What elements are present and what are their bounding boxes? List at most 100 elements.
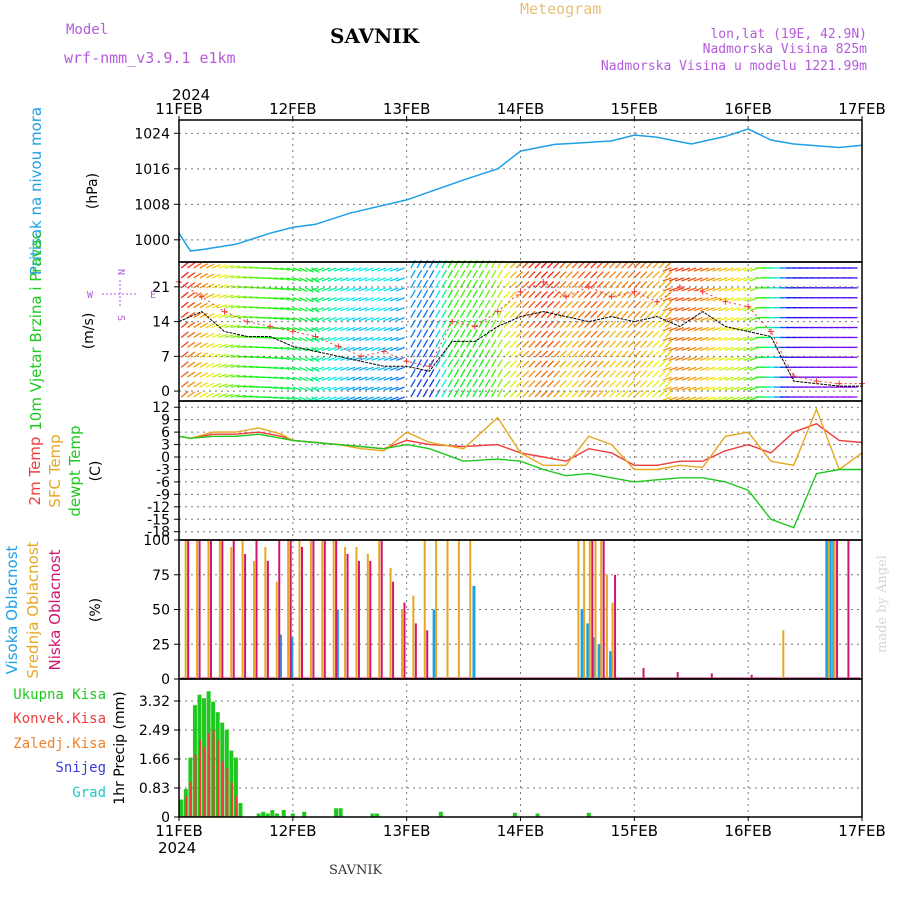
wind-vector <box>243 365 253 368</box>
cloud-bar-mid <box>241 540 244 679</box>
wind-vector <box>292 386 302 391</box>
wind-vector <box>577 320 586 328</box>
wind-vector <box>352 317 362 322</box>
wind-vector <box>410 299 416 309</box>
cloud-bar-low <box>602 540 605 679</box>
wind-vector <box>364 326 374 332</box>
wind-vector <box>621 360 629 368</box>
wind-vector <box>540 390 548 398</box>
wind-vector <box>503 271 511 279</box>
cloud-bar-mid <box>321 540 324 679</box>
wind-vector <box>466 339 472 348</box>
wind-vector <box>352 267 362 272</box>
wind-vector <box>718 346 728 352</box>
temperature-tick-label: -6 <box>156 475 170 491</box>
precip-conv-bar <box>226 768 229 817</box>
wind-vector <box>428 388 435 398</box>
wind-vector <box>693 277 703 282</box>
wind-vector <box>596 271 604 279</box>
wind-vector <box>428 299 435 309</box>
wind-vector <box>534 370 542 378</box>
wind-vector <box>534 290 542 299</box>
wind-vector <box>199 372 209 378</box>
wind-vector <box>187 272 196 279</box>
wind-vector <box>596 320 604 328</box>
cloud-bar-high <box>597 644 601 679</box>
wind-vector <box>571 340 579 348</box>
wind-vector <box>212 273 221 279</box>
wind-vector <box>472 378 478 388</box>
wind-vector <box>490 388 497 398</box>
wind-vector <box>441 369 447 378</box>
wind-vector <box>693 386 703 391</box>
wind-vector <box>435 279 441 289</box>
wind-vector <box>346 376 356 381</box>
cloud-bar-mid <box>252 560 255 679</box>
cloud-bar-low <box>323 540 326 679</box>
wind-vector <box>453 269 460 279</box>
cloud-bar-low <box>392 581 395 679</box>
wind-vector <box>453 359 460 368</box>
wind-vector <box>712 346 722 352</box>
wind-vector <box>298 356 308 362</box>
station-lonlat: lon,lat (19E, 42.9N) <box>710 27 867 42</box>
wind-vector <box>662 346 672 352</box>
cloud-bar-mid <box>600 540 603 679</box>
wind-vector <box>681 297 691 302</box>
wind-vector <box>340 297 350 302</box>
wind-vector <box>743 336 753 342</box>
wind-vector <box>230 265 240 269</box>
wind-vector <box>615 271 623 279</box>
wind-vector <box>627 310 635 319</box>
wind-vector <box>428 309 435 318</box>
precip-conv-bar <box>203 747 206 817</box>
wind-vector <box>371 336 381 342</box>
wind-vector <box>662 297 672 302</box>
wind-vector <box>453 329 460 338</box>
wind-vector <box>699 267 709 272</box>
cloud-bar-mid <box>457 540 460 679</box>
wind-vector <box>230 344 240 349</box>
wind-vector <box>652 271 660 279</box>
wind-vector <box>422 359 429 368</box>
wind-vector <box>416 359 423 368</box>
wind-vector <box>528 281 536 289</box>
wind-vector <box>540 350 548 358</box>
time-label-bottom: 15FEB <box>611 822 658 840</box>
wind-vector <box>639 300 648 309</box>
wind-vector <box>180 390 189 398</box>
wind-vector <box>515 340 524 348</box>
wind-vector <box>298 366 308 372</box>
wind-vector <box>478 339 485 348</box>
wind-vector <box>565 360 573 368</box>
wind-vector <box>681 366 691 371</box>
wind-vector <box>224 294 234 299</box>
wind-vector <box>237 345 247 349</box>
wind-vector <box>658 290 666 299</box>
cloud-bar-mid <box>366 553 369 679</box>
wind-vector <box>340 396 350 401</box>
wind-vector <box>718 366 728 371</box>
wind-vector <box>724 346 734 352</box>
wind-vector <box>553 380 561 388</box>
wind-vector <box>584 290 592 299</box>
wind-vector <box>515 310 524 319</box>
wind-vector <box>621 300 629 309</box>
wind-vector <box>490 339 497 348</box>
wind-vector <box>687 366 697 371</box>
precip-conv-bar <box>208 733 211 817</box>
wind-vector <box>718 267 728 272</box>
wind-vector <box>718 297 728 302</box>
wind-vector <box>416 388 423 398</box>
wind-vector <box>693 317 703 322</box>
wind-vector <box>565 281 573 289</box>
cloud-bar-mid <box>355 546 358 679</box>
wind-vector <box>565 271 573 279</box>
precip-total-bar <box>512 812 517 817</box>
cloud-bar-low <box>301 546 304 679</box>
wind-vector <box>292 277 302 282</box>
wind-vector <box>658 370 666 378</box>
wind-vector <box>662 336 672 342</box>
wind-vector <box>447 269 454 279</box>
wind-vector <box>274 396 284 400</box>
